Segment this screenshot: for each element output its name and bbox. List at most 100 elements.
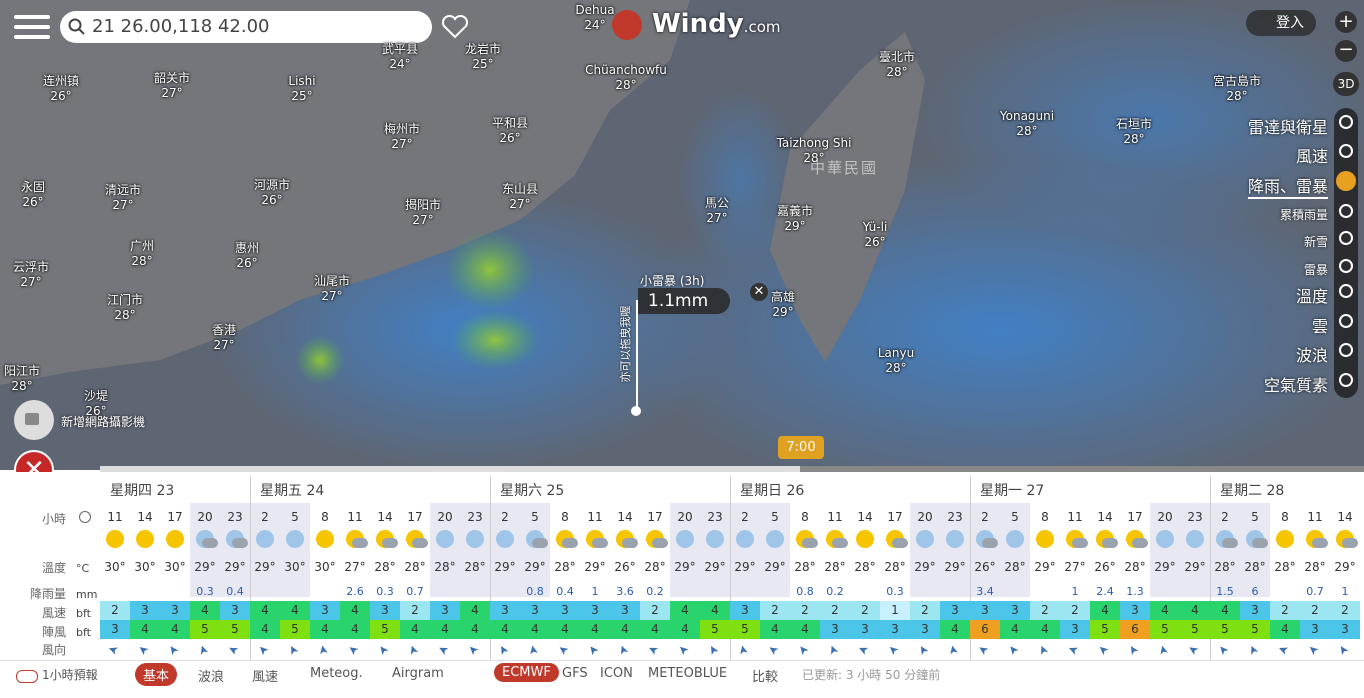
gust: 4 <box>310 620 340 639</box>
map-label[interactable]: 惠州 26° <box>235 241 259 271</box>
map-label[interactable]: Lishi 25° <box>288 74 315 104</box>
weather-icon <box>1036 530 1054 548</box>
temperature: 28° <box>1274 560 1296 574</box>
rain: 3.4 <box>976 585 994 598</box>
map-label[interactable]: 臺北市 28° <box>879 50 915 80</box>
map-label[interactable]: 连州镇 26° <box>43 74 79 104</box>
map-label[interactable]: 馬公 27° <box>705 196 729 226</box>
map-label[interactable]: 汕尾市 27° <box>314 274 350 304</box>
map-label[interactable]: 永固 26° <box>21 180 45 210</box>
map-label[interactable]: 石垣市 28° <box>1116 117 1152 147</box>
wind: 4 <box>340 601 370 620</box>
layer-item[interactable]: 波浪 <box>1295 346 1328 365</box>
map-label[interactable]: Lanyu 28° <box>878 346 914 376</box>
layer-icon[interactable] <box>1339 174 1353 188</box>
map-label[interactable]: 高雄 29° <box>771 290 795 320</box>
map-label[interactable]: 东山县 27° <box>502 182 538 212</box>
wind: 3 <box>130 601 160 620</box>
popup-value[interactable]: 1.1mm <box>638 288 730 314</box>
map-label[interactable]: 阳江市 28° <box>4 364 40 394</box>
view-tab[interactable]: 基本 <box>135 663 178 686</box>
layer-item[interactable]: 雲 <box>1311 317 1328 336</box>
layer-item[interactable]: 溫度 <box>1295 287 1328 306</box>
view-3d[interactable]: 3D <box>1333 72 1359 96</box>
layer-icon[interactable] <box>1339 204 1353 218</box>
hourly-toggle[interactable] <box>16 670 38 683</box>
temperature: 28° <box>1124 560 1146 574</box>
map-label[interactable]: 武平县 24° <box>382 42 418 72</box>
model-tab[interactable]: GFS <box>562 666 588 681</box>
map-label[interactable]: Yü-li 26° <box>863 220 888 250</box>
map-label[interactable]: 香港 27° <box>212 323 236 353</box>
webcam-button[interactable] <box>14 400 54 440</box>
layer-icon[interactable] <box>1339 284 1353 298</box>
row-label: 小時 <box>42 512 67 526</box>
layer-icon[interactable] <box>1339 373 1353 387</box>
layer-item[interactable]: 空氣質素 <box>1263 376 1328 395</box>
hourly-label[interactable]: 1小時預報 <box>42 668 98 682</box>
map-label[interactable]: 沙堤 26° <box>84 389 108 419</box>
layer-item[interactable]: 累積雨量 <box>1279 208 1328 222</box>
picker-dot[interactable] <box>631 406 641 416</box>
search-box[interactable]: 21 26.00,118 42.00 <box>60 11 432 43</box>
map-label[interactable]: 广州 28° <box>130 239 154 269</box>
layer-item[interactable]: 雷暴 <box>1303 263 1328 277</box>
map-label[interactable]: Yonaguni 28° <box>1000 109 1054 139</box>
layer-item[interactable]: 降雨、雷暴 <box>1247 173 1328 199</box>
view-tab[interactable]: 波浪 <box>198 670 225 685</box>
night-shade <box>1180 503 1210 597</box>
model-tab[interactable]: METEOBLUE <box>648 666 728 681</box>
cloud <box>1072 538 1088 548</box>
zoom-in[interactable]: + <box>1335 11 1357 33</box>
rain: 0.4 <box>556 585 574 598</box>
view-tab[interactable]: Airgram <box>392 666 444 681</box>
map-label[interactable]: 揭阳市 27° <box>405 198 441 228</box>
popup-close[interactable]: ✕ <box>750 283 768 301</box>
layer-icon[interactable] <box>1339 144 1353 158</box>
map-label[interactable]: Taizhong Shi 28° <box>777 136 852 166</box>
layer-item[interactable]: 風速 <box>1295 147 1328 166</box>
layer-icon[interactable] <box>1339 115 1353 129</box>
layer-icon[interactable] <box>1339 314 1353 328</box>
model-tab[interactable]: ECMWF <box>494 663 559 682</box>
map-label[interactable]: 宮古島市 28° <box>1213 74 1261 104</box>
layer-icon[interactable] <box>1339 343 1353 357</box>
view-tab[interactable]: Meteog. <box>310 666 363 681</box>
model-tab[interactable]: 比較 <box>752 670 779 685</box>
favorite-button[interactable] <box>441 14 469 40</box>
map-label[interactable]: 平和县 26° <box>492 116 528 146</box>
rain: 0.2 <box>646 585 664 598</box>
layer-item[interactable]: 雷達與衛星 <box>1247 118 1328 137</box>
login-button[interactable]: 登入 <box>1246 10 1316 36</box>
layer-icon[interactable] <box>1339 259 1353 273</box>
map-label[interactable]: 嘉義市 29° <box>777 204 813 234</box>
cloud <box>1102 538 1118 548</box>
wind: 2 <box>790 601 820 620</box>
webcam-text[interactable]: 新增網路攝影機 <box>61 415 146 429</box>
map-label[interactable]: 河源市 26° <box>254 178 290 208</box>
map-label[interactable]: 清远市 27° <box>105 183 141 213</box>
cloud <box>982 538 998 548</box>
map[interactable] <box>0 0 1364 470</box>
map-label[interactable]: 云浮市 27° <box>13 260 49 290</box>
map-label[interactable]: 韶关市 27° <box>154 71 190 101</box>
timeline-time[interactable]: 7:00 <box>778 436 824 459</box>
model-tab[interactable]: ICON <box>600 666 633 681</box>
temperature: 30° <box>164 560 186 574</box>
map-label[interactable]: 梅州市 27° <box>384 122 420 152</box>
map-label[interactable]: 江门市 28° <box>107 293 143 323</box>
view-tab[interactable]: 風速 <box>252 670 279 685</box>
place-temp: 27° <box>213 338 235 352</box>
layer-item[interactable]: 新雪 <box>1303 235 1328 249</box>
wind: 3 <box>730 601 760 620</box>
logo[interactable]: Windy.com <box>652 9 781 39</box>
map-label[interactable]: 龙岩市 25° <box>465 42 501 72</box>
wind: 3 <box>610 601 640 620</box>
layer-icon[interactable] <box>1339 231 1353 245</box>
place-name: 沙堤 <box>83 389 109 403</box>
map-label[interactable]: Chüanchowfu 28° <box>585 63 667 93</box>
map-label[interactable]: Dehua 24° <box>575 3 614 33</box>
hour: 5 <box>771 510 779 524</box>
zoom-out[interactable]: − <box>1335 40 1357 62</box>
menu-button[interactable] <box>14 12 50 42</box>
